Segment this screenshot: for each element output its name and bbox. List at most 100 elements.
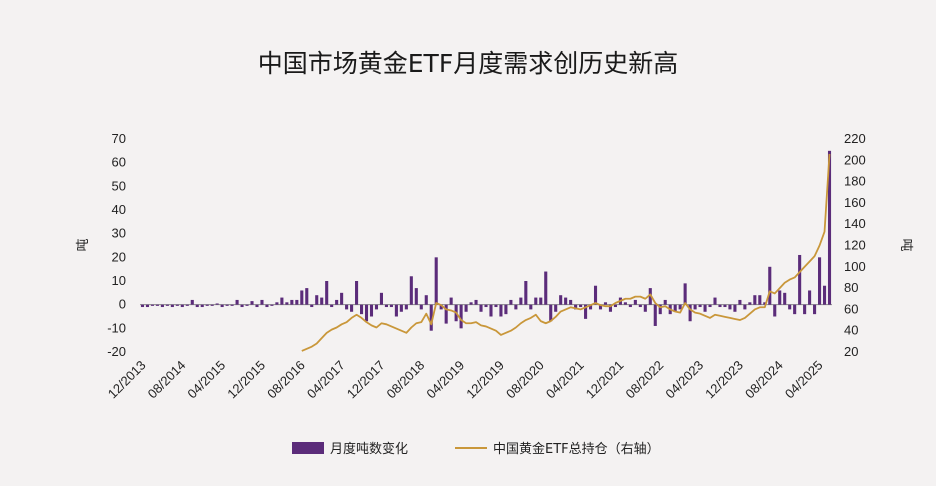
bar <box>419 304 423 310</box>
bar <box>633 299 637 305</box>
bar <box>613 304 617 308</box>
bar <box>643 304 647 312</box>
bar <box>718 304 722 308</box>
bar <box>494 304 498 308</box>
x-tick-label: 04/2025 <box>782 358 826 402</box>
bar <box>220 304 224 308</box>
bar <box>160 304 164 308</box>
bar <box>140 304 145 308</box>
bar <box>827 150 832 305</box>
x-tick-label: 12/2021 <box>583 358 627 402</box>
holdings-line <box>301 153 831 352</box>
bar <box>798 254 802 305</box>
left-tick-label: 30 <box>112 226 126 241</box>
bar <box>325 281 329 305</box>
bar <box>295 299 299 305</box>
bar <box>145 304 150 308</box>
bar <box>484 304 488 308</box>
left-tick-label: 70 <box>112 131 126 146</box>
legend-line-swatch <box>455 446 487 449</box>
legend-item-bars: 月度吨数变化 <box>292 438 408 457</box>
bar <box>693 304 697 310</box>
bar <box>808 290 812 305</box>
bar <box>374 304 379 310</box>
bar <box>688 304 692 322</box>
bar <box>210 304 214 306</box>
x-tick-label: 12/2017 <box>344 358 388 402</box>
bar <box>733 304 737 312</box>
bar <box>265 304 269 308</box>
bar <box>459 304 463 329</box>
bar <box>245 304 249 306</box>
left-tick-label: 0 <box>119 297 126 312</box>
bar <box>175 304 179 306</box>
x-tick-label: 08/2016 <box>264 358 308 402</box>
line-series <box>301 153 831 352</box>
bar-series <box>140 150 832 331</box>
x-tick-label: 04/2021 <box>543 358 587 402</box>
bar <box>205 304 209 306</box>
bar <box>539 297 543 305</box>
left-tick-label: 20 <box>112 249 126 264</box>
bar <box>300 290 304 305</box>
bar <box>384 304 388 308</box>
bar <box>504 304 508 315</box>
left-tick-label: -10 <box>107 320 126 335</box>
x-tick-label: 04/2019 <box>423 358 467 402</box>
bar <box>708 304 712 308</box>
bar <box>350 304 354 312</box>
right-tick-label: 120 <box>844 238 866 253</box>
bar <box>230 304 234 306</box>
bar <box>414 288 418 305</box>
legend-label-bars: 月度吨数变化 <box>330 442 409 457</box>
bar <box>429 304 433 331</box>
bar <box>554 304 558 312</box>
right-tick-label: 220 <box>844 131 866 146</box>
bar <box>255 304 259 308</box>
bar <box>444 304 448 324</box>
bar <box>195 304 199 308</box>
right-tick-label: 60 <box>844 301 858 316</box>
bar <box>225 304 229 306</box>
x-tick-label: 08/2022 <box>623 358 667 402</box>
bar <box>360 304 364 315</box>
bar <box>474 299 478 305</box>
bar <box>170 304 174 308</box>
bar <box>683 283 687 305</box>
x-tick-label: 04/2017 <box>304 358 348 402</box>
bar <box>589 304 593 310</box>
bar <box>439 304 443 310</box>
bar <box>658 304 662 315</box>
bar <box>335 299 339 305</box>
bar <box>180 304 184 308</box>
bar <box>409 276 413 305</box>
bar <box>165 304 169 306</box>
bar <box>818 257 822 305</box>
bar <box>758 295 762 305</box>
left-tick-label: 60 <box>112 155 126 170</box>
x-tick-label: 08/2018 <box>384 358 428 402</box>
right-tick-label: 180 <box>844 174 866 189</box>
right-tick-label: 100 <box>844 259 866 274</box>
bar <box>579 304 583 308</box>
bar <box>648 288 652 305</box>
bar <box>479 304 483 312</box>
bar <box>544 271 548 305</box>
left-tick-label: 50 <box>112 178 126 193</box>
x-tick-label: 12/2023 <box>702 358 746 402</box>
right-axis-label: 吨 <box>898 238 913 251</box>
axes: -20 -10 0 10 20 30 40 50 60 70 20 40 60 80 100 120 140 16… <box>76 131 913 401</box>
right-tick-label: 200 <box>844 152 866 167</box>
bar <box>608 304 613 312</box>
bar <box>534 297 538 305</box>
legend-bar-swatch <box>292 441 324 454</box>
x-tick-label: 12/2013 <box>105 358 149 402</box>
left-tick-label: 10 <box>112 273 126 288</box>
bar <box>434 257 438 305</box>
x-tick-label: 04/2015 <box>184 358 228 402</box>
bar <box>524 281 528 305</box>
bar <box>584 304 588 319</box>
bar <box>549 304 553 322</box>
bar <box>822 285 827 305</box>
